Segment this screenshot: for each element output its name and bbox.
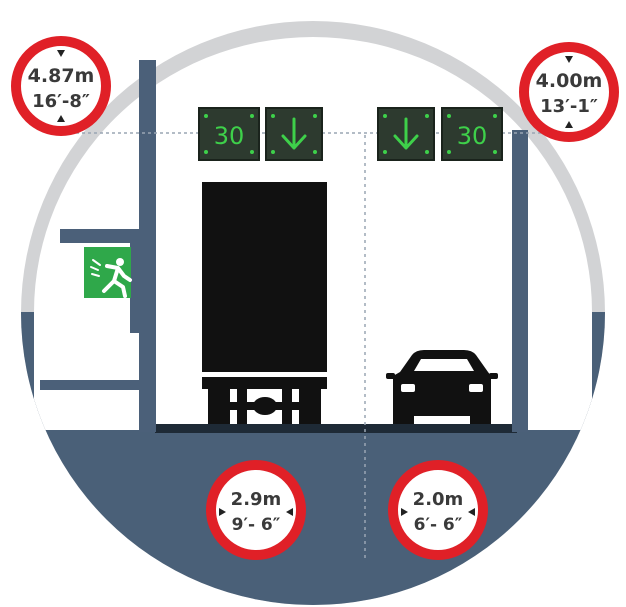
width-limit-left-imperial: 9′- 6″ bbox=[232, 515, 281, 535]
road-surface bbox=[155, 424, 517, 433]
vms-left-speed-text: 30 bbox=[214, 122, 245, 150]
width-limit-left-metric: 2.9m bbox=[231, 489, 282, 510]
walkway-lintel bbox=[60, 229, 142, 243]
vms-left-arrow bbox=[265, 107, 323, 161]
width-limit-right-metric: 2.0m bbox=[413, 489, 464, 510]
width-limit-sign-left: 2.9m 9′- 6″ bbox=[206, 460, 306, 560]
car-icon bbox=[386, 350, 498, 424]
width-limit-right-imperial: 6′- 6″ bbox=[414, 515, 463, 535]
height-limit-right-imperial: 13′-1″ bbox=[540, 96, 598, 117]
down-arrow-icon bbox=[281, 117, 307, 150]
vms-right-speed: 30 bbox=[441, 107, 503, 161]
width-limit-sign-right: 2.0m 6′- 6″ bbox=[388, 460, 488, 560]
height-limit-left-metric: 4.87m bbox=[28, 65, 95, 87]
height-limit-right-metric: 4.00m bbox=[536, 70, 603, 92]
height-limit-sign-right: 4.00m 13′-1″ bbox=[519, 42, 619, 142]
vms-left-speed: 30 bbox=[198, 107, 260, 161]
walkway-post bbox=[130, 243, 142, 333]
vms-right-speed-text: 30 bbox=[457, 122, 488, 150]
height-limit-left-imperial: 16′-8″ bbox=[32, 91, 90, 112]
left-column bbox=[139, 60, 156, 432]
lorry-icon bbox=[202, 182, 327, 424]
emergency-exit-icon bbox=[84, 247, 132, 298]
right-column bbox=[512, 130, 528, 432]
height-limit-sign-left: 4.87m 16′-8″ bbox=[11, 36, 111, 136]
walkway-ledge bbox=[40, 380, 140, 390]
vms-right-arrow bbox=[377, 107, 435, 161]
left-column-inner bbox=[139, 145, 143, 153]
down-arrow-icon bbox=[393, 117, 419, 150]
